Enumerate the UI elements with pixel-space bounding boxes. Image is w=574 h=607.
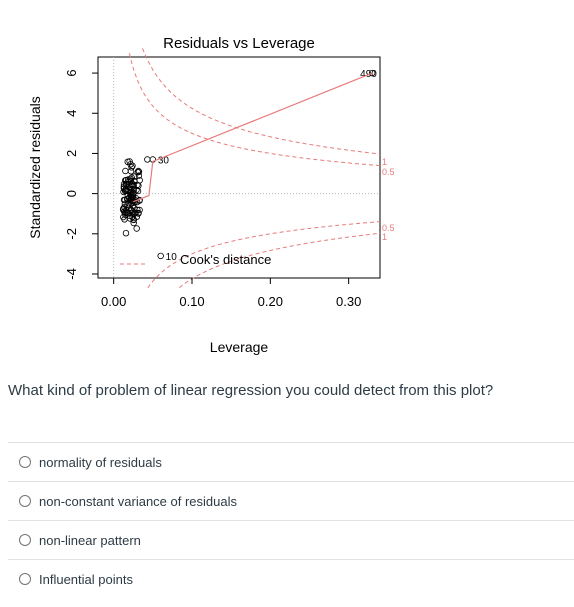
data-point [132, 209, 139, 216]
x-tick-label: 0.20 [258, 294, 283, 309]
radio-circle-icon[interactable] [19, 534, 31, 546]
y-tick-label: 0 [64, 190, 79, 197]
data-point [130, 216, 137, 223]
radio-circle-icon[interactable] [19, 495, 31, 507]
cooks-contour-lower-05 [147, 221, 381, 289]
data-point [130, 219, 137, 227]
answer-options: normality of residuals non-constant vari… [8, 442, 574, 598]
data-point [134, 168, 141, 176]
data-point [121, 209, 129, 216]
data-point [122, 229, 130, 237]
x-tick-label: 0.00 [101, 294, 126, 309]
data-point [133, 198, 141, 206]
y-tick-label: 4 [64, 110, 79, 117]
x-tick-label: 0.10 [179, 294, 204, 309]
data-point [135, 167, 142, 175]
y-tick-label: 6 [64, 69, 79, 76]
data-point [134, 187, 142, 195]
cooks-contour-lower-1 [178, 232, 381, 288]
contour-label-upper-05: 0.5 [382, 167, 395, 177]
data-point [127, 188, 134, 196]
data-point [128, 164, 135, 171]
data-point [135, 209, 142, 217]
labeled-point [157, 252, 164, 260]
y-tick-label: -2 [64, 228, 79, 240]
data-point [133, 186, 140, 194]
option-label: normality of residuals [39, 454, 162, 470]
question-text: What kind of problem of linear regressio… [8, 382, 494, 399]
y-axis-label: Standardized residuals [27, 96, 43, 238]
option-influential-points[interactable]: Influential points [8, 559, 574, 598]
data-point [129, 162, 136, 169]
radio-circle-icon[interactable] [19, 573, 31, 585]
option-non-linear[interactable]: non-linear pattern [8, 520, 574, 559]
data-point [128, 174, 135, 181]
radio-circle-icon[interactable] [19, 456, 31, 468]
data-point [126, 158, 133, 165]
x-tick-label: 0.30 [336, 294, 361, 309]
point-label: 30 [158, 155, 170, 166]
contour-label-lower-1: 1 [382, 232, 387, 242]
data-point [121, 216, 128, 223]
contour-label-lower-05: 0.5 [382, 223, 395, 233]
point-label: 10 [166, 252, 178, 263]
data-point [144, 156, 151, 163]
contour-label-upper-1: 1 [382, 157, 387, 167]
y-tick-label: -4 [64, 268, 79, 280]
data-point [130, 186, 138, 194]
data-point [131, 173, 138, 180]
option-label: non-constant variance of residuals [39, 493, 238, 509]
cooks-contour-upper-1 [142, 48, 381, 155]
data-point [122, 176, 130, 184]
data-point [121, 200, 129, 208]
data-point [120, 205, 127, 212]
option-non-constant-variance[interactable]: non-constant variance of residuals [8, 481, 574, 520]
data-point [127, 161, 134, 168]
plot-frame [97, 56, 381, 279]
data-point [127, 167, 135, 175]
data-point [121, 196, 128, 204]
x-axis-label: Leverage [210, 339, 269, 355]
option-label: Influential points [39, 571, 133, 587]
data-point [133, 225, 140, 232]
chart-title: Residuals vs Leverage [163, 35, 315, 52]
option-normality[interactable]: normality of residuals [8, 442, 574, 481]
data-point [127, 206, 135, 213]
data-point [122, 167, 129, 175]
smoother-line [133, 72, 373, 203]
cooks-contour-upper-05 [128, 53, 381, 167]
data-point [130, 194, 137, 201]
option-label: non-linear pattern [39, 532, 141, 548]
data-point [136, 177, 143, 184]
legend-label: Cook's distance [180, 252, 271, 267]
labeled-point [368, 69, 376, 77]
y-tick-label: 2 [64, 150, 79, 157]
data-point [126, 212, 134, 220]
data-point [125, 200, 133, 207]
residuals-leverage-plot: Residuals vs Leverage 1 0.5 0.5 1 490 30 10 Cook… [27, 35, 395, 355]
data-point [135, 172, 143, 179]
